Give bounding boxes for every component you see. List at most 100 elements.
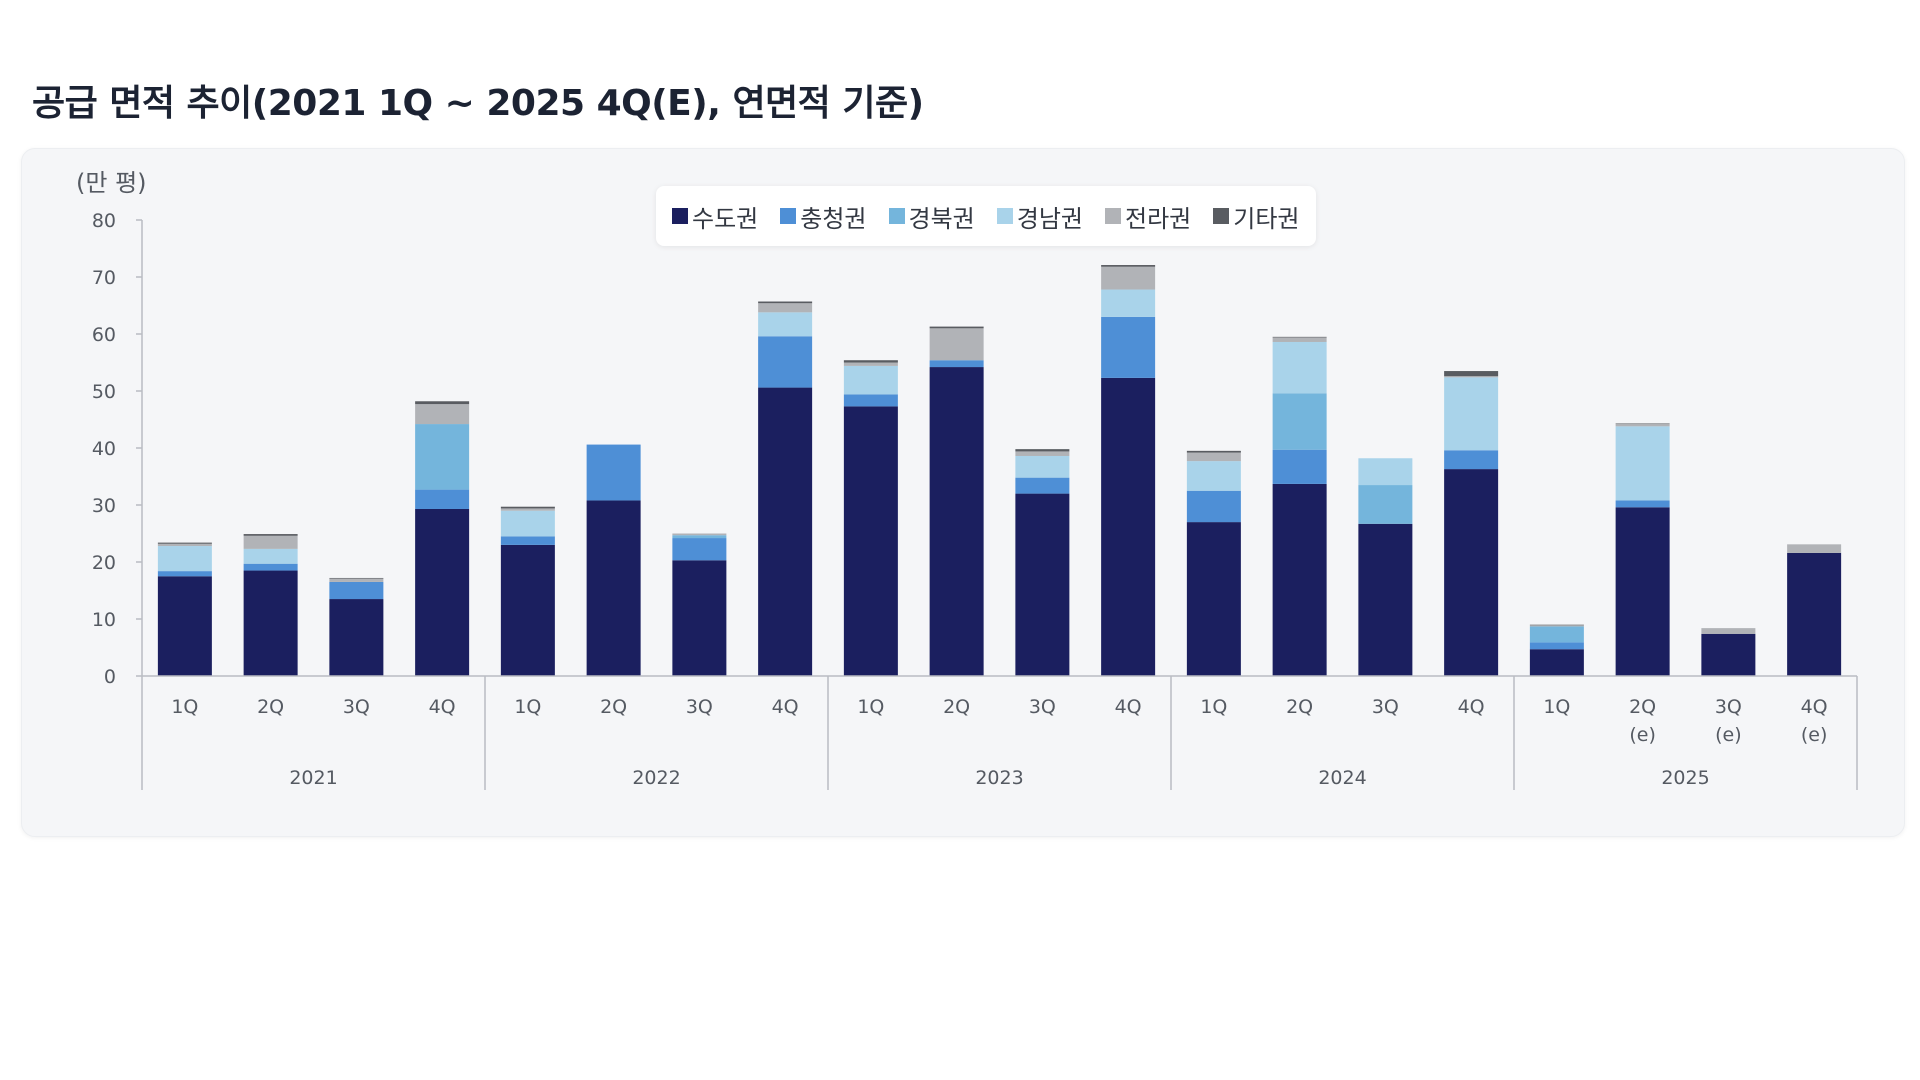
bar-segment bbox=[672, 560, 727, 676]
bar-segment bbox=[1444, 371, 1499, 377]
bar-segment bbox=[672, 538, 727, 561]
bar-segment bbox=[1272, 393, 1327, 450]
bar-segment bbox=[1787, 552, 1842, 676]
bar-segment bbox=[929, 360, 984, 368]
bar-segment bbox=[1015, 493, 1070, 676]
bar-segment bbox=[1186, 461, 1241, 491]
legend-label: 경남권 bbox=[1016, 204, 1083, 233]
y-tick-label: 40 bbox=[92, 438, 116, 460]
x-tick-label: 1Q bbox=[1200, 696, 1227, 718]
legend-swatch bbox=[780, 208, 797, 224]
x-tick-label: 1Q bbox=[1543, 696, 1570, 718]
y-tick-label: 60 bbox=[92, 324, 116, 346]
year-label: 2024 bbox=[1318, 767, 1366, 789]
bar-segment bbox=[1272, 449, 1327, 484]
y-tick-label: 70 bbox=[92, 267, 116, 289]
bar-segment bbox=[1015, 455, 1070, 478]
y-tick-label: 10 bbox=[92, 609, 116, 631]
x-tick-label: 2Q bbox=[943, 696, 970, 718]
bar-segment bbox=[1358, 458, 1413, 486]
y-tick-label: 50 bbox=[92, 381, 116, 403]
bar-segment bbox=[157, 576, 212, 676]
bar-segment bbox=[243, 570, 298, 676]
bar-segment bbox=[157, 542, 212, 544]
bar-segment bbox=[1444, 469, 1499, 676]
bar-segment bbox=[1529, 642, 1584, 650]
year-label: 2025 bbox=[1661, 767, 1709, 789]
bar-segment bbox=[1615, 500, 1670, 508]
bar-segment bbox=[1015, 449, 1070, 452]
x-tick-label: 3Q bbox=[1029, 696, 1056, 718]
bar-segment bbox=[672, 533, 727, 536]
bar-segment bbox=[415, 424, 470, 490]
bar-segment bbox=[1615, 507, 1670, 676]
x-tick-label: 4Q bbox=[772, 696, 799, 718]
x-tick-label: 4Q bbox=[1115, 696, 1142, 718]
legend-item: 경남권 bbox=[996, 199, 1083, 234]
x-tick-label: 4Q bbox=[429, 696, 456, 718]
legend-item: 수도권 bbox=[672, 199, 758, 234]
bar-segment bbox=[758, 336, 813, 388]
bar-segment bbox=[586, 444, 641, 501]
bar-segment bbox=[843, 365, 898, 395]
chart-legend: 수도권 충청권 경북권 경남권 전라권 기타권 bbox=[656, 186, 1316, 246]
legend-item: 전라권 bbox=[1105, 199, 1191, 234]
bar-segment bbox=[415, 489, 470, 509]
bar-segment bbox=[157, 546, 212, 572]
bar-segment bbox=[586, 500, 641, 676]
bar-segment bbox=[843, 394, 898, 407]
bar-segment bbox=[1186, 490, 1241, 523]
bar-segment bbox=[1272, 341, 1327, 394]
x-tick-label: 3Q bbox=[1372, 696, 1399, 718]
bar-segment bbox=[1444, 377, 1499, 451]
bar-segment bbox=[1358, 485, 1413, 524]
bar-segment bbox=[157, 543, 212, 547]
bar-segment bbox=[243, 534, 298, 536]
legend-swatch bbox=[672, 208, 688, 224]
bar-segment bbox=[157, 571, 212, 577]
bar-segment bbox=[843, 406, 898, 676]
bar-segment bbox=[500, 506, 555, 509]
bar-segment bbox=[672, 535, 727, 539]
legend-swatch bbox=[1213, 208, 1230, 224]
bar-segment bbox=[1186, 452, 1241, 462]
legend-label: 수도권 bbox=[692, 204, 759, 233]
x-tick-sublabel: (e) bbox=[1715, 724, 1742, 746]
bar-segment bbox=[1529, 624, 1584, 626]
bar-segment bbox=[1186, 450, 1241, 453]
legend-label: 기타권 bbox=[1233, 204, 1300, 233]
bar-segment bbox=[1015, 451, 1070, 456]
bar-segment bbox=[500, 508, 555, 511]
bar-segment bbox=[415, 401, 470, 405]
year-label: 2022 bbox=[632, 767, 680, 789]
x-tick-sublabel: (e) bbox=[1629, 724, 1656, 746]
bar-segment bbox=[329, 599, 384, 676]
x-tick-label: 2Q bbox=[257, 696, 284, 718]
bar-segment bbox=[500, 536, 555, 545]
bar-segment bbox=[1101, 316, 1156, 378]
legend-item: 경북권 bbox=[888, 199, 975, 234]
bar-segment bbox=[243, 563, 298, 571]
y-tick-label: 80 bbox=[92, 210, 116, 232]
x-tick-label: 3Q bbox=[686, 696, 713, 718]
legend-label: 경북권 bbox=[908, 204, 975, 233]
x-tick-label: 2Q bbox=[1286, 696, 1313, 718]
bar-segment bbox=[758, 312, 813, 337]
year-label: 2021 bbox=[289, 767, 337, 789]
x-tick-label: 2Q bbox=[1629, 696, 1656, 718]
bar-segment bbox=[1615, 424, 1670, 427]
bar-segment bbox=[1272, 483, 1327, 676]
bar-segment bbox=[1101, 266, 1156, 290]
unit-label: (만 평) bbox=[76, 169, 147, 197]
bar-segment bbox=[1615, 423, 1670, 425]
bar-segment bbox=[500, 544, 555, 676]
legend-swatch bbox=[888, 208, 905, 224]
legend-swatch bbox=[1105, 208, 1121, 224]
bar-segment bbox=[329, 581, 384, 600]
x-tick-label: 3Q bbox=[1715, 696, 1742, 718]
bar-segment bbox=[1444, 450, 1499, 470]
bar-segment bbox=[758, 301, 813, 304]
x-tick-label: 4Q bbox=[1458, 696, 1485, 718]
x-tick-label: 2Q bbox=[600, 696, 627, 718]
